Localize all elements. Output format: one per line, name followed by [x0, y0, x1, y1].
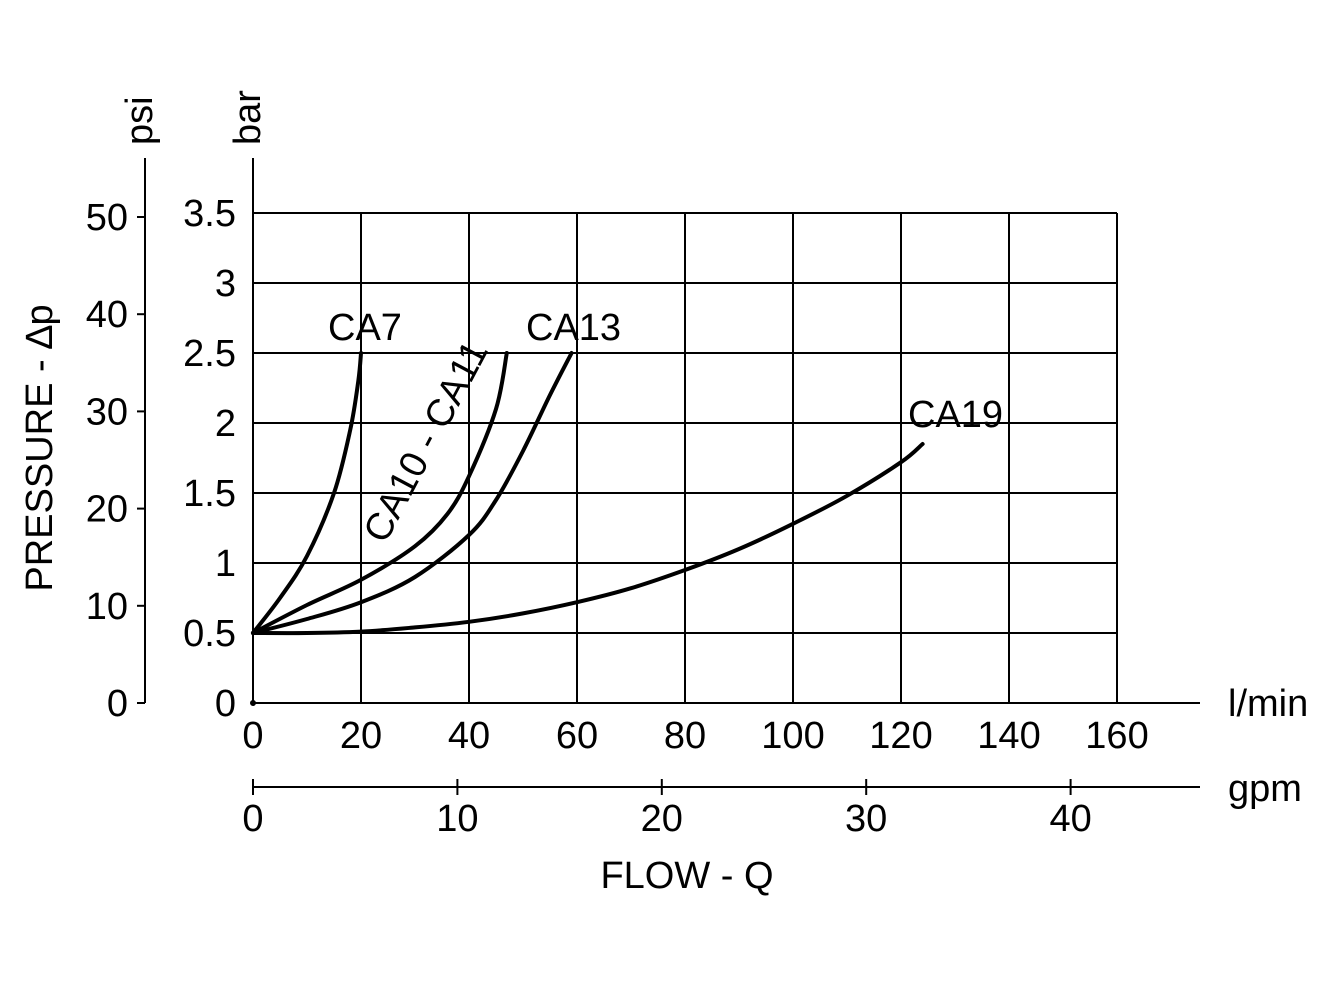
gpm-tick-label: 10: [436, 798, 478, 840]
psi-tick-label: 20: [86, 489, 128, 531]
gpm-tick-label: 0: [242, 798, 263, 840]
lmin-tick-label: 80: [664, 715, 706, 757]
series-line-ca10-ca11: [251, 351, 509, 635]
series-label-ca10-ca11: CA10 - CA11: [356, 334, 497, 549]
psi-tick-label: 40: [86, 294, 128, 336]
lmin-tick-label: 60: [556, 715, 598, 757]
series-label-ca7: CA7: [328, 307, 402, 349]
origin-dot: [250, 700, 256, 706]
psi-tick-label: 50: [86, 197, 128, 239]
bar-tick-label: 2: [215, 403, 236, 445]
gpm-tick-label: 40: [1049, 798, 1091, 840]
series-line-ca7: [251, 351, 363, 635]
gpm-tick-label: 20: [641, 798, 683, 840]
psi-tick-label: 0: [107, 683, 128, 725]
bar-tick-label: 1.5: [183, 473, 236, 515]
lmin-unit-label: l/min: [1228, 683, 1308, 725]
psi-tick-label: 10: [86, 586, 128, 628]
lmin-tick-label: 20: [340, 715, 382, 757]
lmin-tick-label: 160: [1085, 715, 1148, 757]
psi-tick-label: 30: [86, 391, 128, 433]
series-line-ca19: [251, 442, 925, 636]
grid: [253, 212, 1118, 703]
gpm-unit-label: gpm: [1228, 768, 1302, 810]
series-lines: [251, 351, 925, 636]
x-axis-title: FLOW - Q: [600, 855, 773, 897]
y-axis-title: PRESSURE - ∆p: [19, 304, 61, 591]
lmin-tick-label: 140: [977, 715, 1040, 757]
bar-tick-label: 3.5: [183, 193, 236, 235]
lmin-tick-label: 120: [869, 715, 932, 757]
gpm-tick-label: 30: [845, 798, 887, 840]
bar-tick-label: 3: [215, 263, 236, 305]
series-label-ca13: CA13: [526, 307, 621, 349]
psi-unit-label: psi: [119, 96, 161, 145]
series-label-ca19: CA19: [908, 394, 1003, 436]
bar-tick-label: 2.5: [183, 333, 236, 375]
bar-tick-label: 0: [215, 683, 236, 725]
lmin-tick-label: 0: [242, 715, 263, 757]
series-line-ca13: [251, 351, 574, 635]
bar-tick-label: 0.5: [183, 613, 236, 655]
lmin-tick-label: 100: [761, 715, 824, 757]
axes: [144, 158, 1200, 788]
bar-tick-label: 1: [215, 543, 236, 585]
bar-unit-label: bar: [227, 90, 269, 145]
lmin-tick-label: 40: [448, 715, 490, 757]
